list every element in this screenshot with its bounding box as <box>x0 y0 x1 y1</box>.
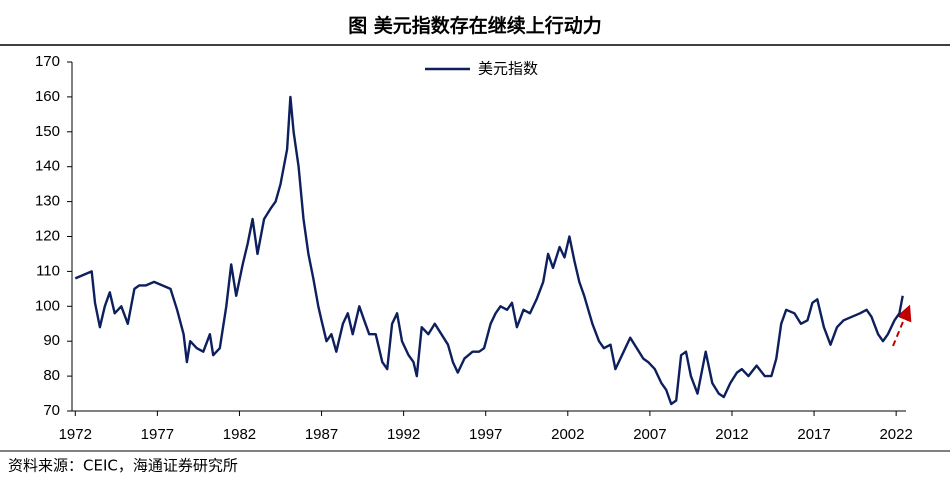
y-tick-label: 140 <box>35 158 60 175</box>
y-tick-label: 110 <box>36 262 60 279</box>
x-tick-label: 1977 <box>141 426 174 443</box>
x-tick-label: 2017 <box>797 426 830 443</box>
y-tick-label: 170 <box>35 53 60 70</box>
x-tick-label: 1987 <box>305 426 338 443</box>
y-tick-label: 70 <box>43 402 60 419</box>
x-tick-label: 1992 <box>387 426 420 443</box>
x-tick-label: 1972 <box>59 426 92 443</box>
y-tick-label: 120 <box>35 227 60 244</box>
x-tick-label: 2007 <box>633 426 666 443</box>
source: 资料来源：CEIC，海通证券研究所 <box>8 457 238 475</box>
legend-label: 美元指数 <box>478 60 538 78</box>
y-tick-label: 160 <box>35 88 60 105</box>
trend-arrow <box>892 304 912 347</box>
y-tick-label: 90 <box>43 332 60 349</box>
x-tick-label: 1982 <box>223 426 256 443</box>
y-tick-label: 80 <box>43 367 60 384</box>
y-tick-label: 150 <box>35 123 60 140</box>
x-tick-label: 2022 <box>879 426 912 443</box>
x-tick-label: 1997 <box>469 426 502 443</box>
series-line <box>74 95 904 406</box>
y-tick-label: 100 <box>35 297 60 314</box>
x-tick-label: 2002 <box>551 426 584 443</box>
chart-title: 图 美元指数存在继续上行动力 <box>348 14 602 37</box>
x-tick-label: 2012 <box>715 426 748 443</box>
y-tick-label: 130 <box>35 193 60 210</box>
